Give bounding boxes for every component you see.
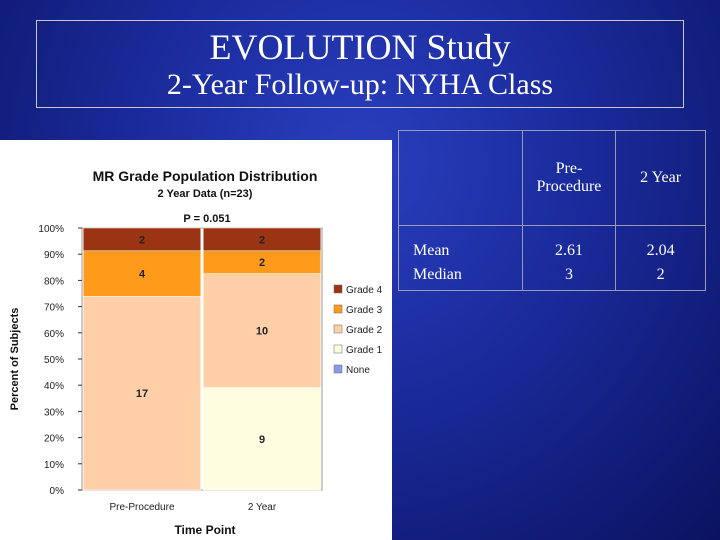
bar-segment: [202, 273, 322, 388]
bar-data-label: 10: [256, 326, 268, 338]
mean-two-year-value: 2.04: [615, 225, 706, 260]
y-tick-label: 80%: [44, 276, 64, 287]
table-row-mean: Mean 2.61 2.04: [398, 225, 706, 260]
mean-pre-value: 2.61: [521, 225, 617, 260]
table-header-pre-l1: Pre-: [555, 160, 583, 177]
bar-data-label: 2: [259, 234, 265, 246]
bar-data-label: 2: [259, 257, 265, 269]
nyha-stats-table: Pre- Procedure 2 Year Mean 2.61 2.04 Med…: [398, 130, 706, 291]
legend-swatch: [333, 284, 343, 294]
y-tick-label: 10%: [44, 460, 64, 471]
y-tick-label: 30%: [44, 407, 64, 418]
chart-panel: MR Grade Population Distribution 2 Year D…: [0, 140, 392, 540]
legend-label: Grade 1: [346, 345, 383, 356]
legend-label: Grade 3: [346, 305, 383, 316]
legend-swatch: [333, 324, 343, 334]
y-tick-label: 50%: [44, 355, 64, 366]
slide-subtitle: 2-Year Follow-up: NYHA Class: [166, 68, 554, 101]
mr-grade-chart: MR Grade Population Distribution 2 Year D…: [9, 168, 383, 537]
bar-segment: [202, 387, 322, 491]
x-tick-label: 2 Year: [248, 502, 277, 513]
table-header-pre-l2: Procedure: [536, 178, 602, 195]
y-axis-label: Percent of Subjects: [9, 308, 21, 411]
y-tick-label: 0%: [50, 486, 65, 497]
y-tick-label: 60%: [44, 329, 64, 340]
table-header-two-year: 2 Year: [615, 130, 706, 226]
x-tick-label: Pre-Procedure: [109, 502, 174, 513]
legend-swatch: [333, 364, 343, 374]
table-row-median: Median 3 2: [398, 260, 706, 291]
bar-segment: [82, 227, 202, 252]
bar-data-label: 2: [139, 234, 145, 246]
bar-data-label: 4: [139, 269, 146, 281]
table-header-blank: [398, 130, 523, 226]
y-tick-label: 90%: [44, 250, 64, 261]
bar-data-label: 17: [136, 388, 148, 400]
row-label-mean: Mean: [398, 225, 523, 260]
legend-label: Grade 4: [346, 285, 383, 296]
chart-title: MR Grade Population Distribution: [93, 168, 318, 184]
y-tick-label: 70%: [44, 303, 64, 314]
bar-segment: [202, 227, 322, 252]
table-header-row: Pre- Procedure 2 Year: [398, 130, 706, 226]
median-pre-value: 3: [521, 260, 617, 291]
p-value-annotation: P = 0.051: [183, 213, 230, 225]
row-label-median: Median: [398, 260, 523, 291]
bar-segment: [82, 250, 202, 297]
chart-subtitle: 2 Year Data (n=23): [158, 188, 253, 200]
legend-label: None: [346, 365, 370, 376]
y-tick-label: 40%: [44, 381, 64, 392]
legend-swatch: [333, 304, 343, 314]
table-header-pre: Pre- Procedure: [521, 130, 617, 226]
bar-data-label: 9: [259, 434, 265, 446]
slide-title-box: EVOLUTION Study 2-Year Follow-up: NYHA C…: [36, 20, 684, 108]
legend-label: Grade 2: [346, 325, 383, 336]
bar-segment: [82, 296, 202, 491]
x-axis-label: Time Point: [174, 523, 235, 537]
legend-swatch: [333, 344, 343, 354]
slide-title: EVOLUTION Study: [209, 27, 511, 67]
y-tick-label: 20%: [44, 434, 64, 445]
y-tick-label: 100%: [38, 224, 64, 235]
median-two-year-value: 2: [615, 260, 706, 291]
